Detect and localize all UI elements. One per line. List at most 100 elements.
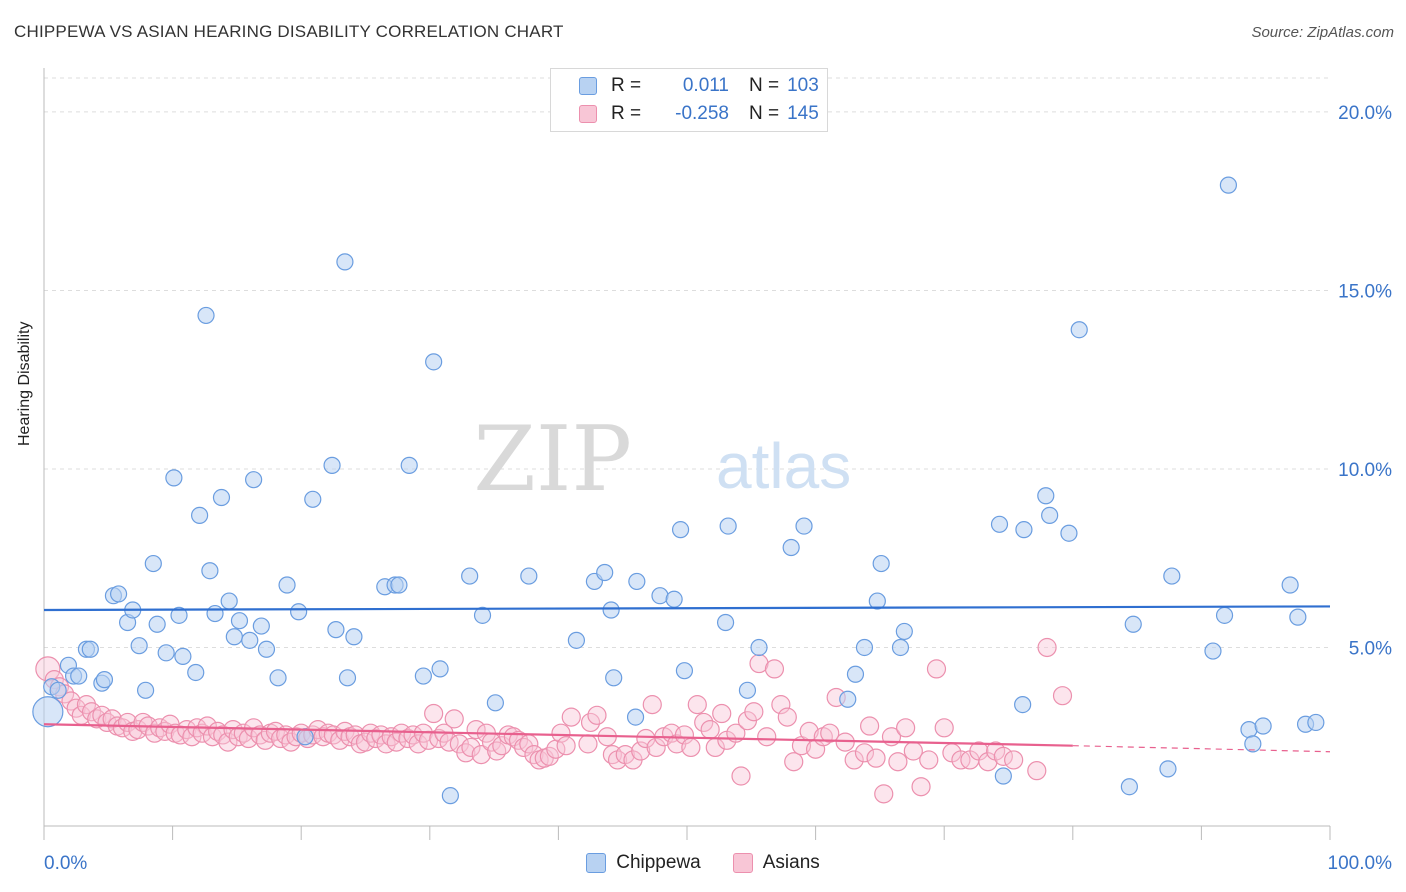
asians-point (631, 741, 651, 761)
y-tick-label: 10.0% (1338, 460, 1392, 481)
chippewa-point (130, 637, 148, 655)
chippewa-point (201, 562, 219, 580)
chippewa-point (596, 563, 614, 582)
chippewa-point (628, 572, 646, 591)
asians-point (424, 703, 444, 724)
chippewa-point (1163, 567, 1181, 585)
chippewa-point (990, 515, 1009, 533)
chippewa-point (665, 590, 683, 608)
chippewa-point (157, 644, 175, 662)
asians-point (97, 712, 117, 733)
asians-point (757, 727, 777, 747)
chippewa-point (1060, 524, 1078, 542)
chippewa-point (994, 767, 1012, 785)
chippewa-point (327, 621, 345, 639)
legend-r-label: R = (611, 103, 642, 124)
chippewa-point (675, 662, 694, 680)
asians-point (456, 743, 476, 763)
chippewa-point (70, 667, 88, 685)
legend-r-value: 0.011 (682, 75, 729, 96)
asians-point (866, 748, 886, 768)
chippewa-point (1124, 615, 1142, 633)
asians-point (197, 716, 217, 736)
series-legend: Chippewa Asians (0, 852, 1406, 874)
chippewa-point (486, 694, 504, 712)
asians-legend-label: Asians (762, 852, 820, 873)
chippewa-point (473, 606, 492, 624)
asians-point (777, 707, 797, 727)
chippewa-point (671, 521, 690, 539)
chippewa-point (1215, 606, 1234, 624)
legend-row-asians: R = -0.258 N = 145 (551, 101, 819, 127)
asians-point (687, 695, 707, 715)
asians-point (587, 705, 607, 725)
chippewa-point (602, 601, 620, 619)
asians-point (978, 752, 998, 772)
x-tick-labels: 0.0% 100.0% (44, 853, 1392, 874)
chippewa-point (174, 647, 192, 666)
asians-point (386, 732, 406, 752)
asians-point (580, 712, 601, 733)
chippewa-point (1015, 521, 1033, 539)
source-label: Source: ZipAtlas.com (1251, 24, 1394, 41)
chippewa-point (716, 613, 735, 632)
asians-point (874, 784, 894, 804)
asians-point (993, 746, 1013, 766)
chippewa-point (605, 669, 623, 687)
chippewa-point (895, 622, 913, 641)
chippewa-point (252, 617, 270, 635)
asians-point (398, 728, 418, 749)
chippewa-point (225, 628, 243, 646)
chippewa-point (1159, 760, 1177, 778)
chippewa-point (1254, 717, 1272, 735)
asians-trend-line (43, 723, 1073, 747)
chippewa-point (839, 690, 857, 708)
asians-point (712, 703, 732, 724)
chippewa-point (212, 488, 231, 507)
asians-point (461, 737, 481, 758)
chippewa-point (1307, 713, 1325, 732)
chippewa-point (567, 631, 586, 649)
asians-point (784, 752, 804, 772)
legend-item-asians: Asians (732, 852, 820, 874)
stats-legend: R = 0.011 N = 103 R = -0.258 N = 145 (550, 68, 828, 132)
asians-point (87, 709, 107, 729)
legend-n-label: N = (749, 103, 780, 124)
asians-point (551, 723, 571, 743)
y-tick-labels: 5.0% 10.0% 15.0% 20.0% (1338, 103, 1392, 660)
chippewa-legend-label: Chippewa (616, 852, 701, 873)
chippewa-point (1041, 506, 1059, 524)
chippewa-point (626, 708, 645, 726)
legend-n-label: N = (749, 75, 780, 96)
chippewa-point (390, 576, 408, 594)
chippewa-legend-swatch (586, 853, 607, 873)
asians-point (556, 736, 576, 756)
chippewa-point (165, 469, 183, 487)
chippewa-point (278, 576, 296, 594)
chippewa-point (795, 517, 813, 535)
asians-point (1004, 750, 1024, 770)
chippewa-point (95, 671, 114, 689)
chippewa-point (1120, 778, 1138, 796)
chippewa-point (1037, 487, 1055, 505)
legend-n-value: 103 (787, 75, 819, 96)
chippewa-point (109, 585, 128, 603)
x-tick-label: 0.0% (44, 853, 87, 874)
chippewa-point (197, 306, 215, 325)
asians-point (911, 777, 931, 797)
chippewa-trend-line (43, 605, 1331, 612)
chippewa-point (245, 471, 263, 489)
asians-point (820, 723, 840, 743)
asians-point (112, 718, 133, 738)
chippewa-point (148, 615, 166, 633)
asians-swatch (579, 105, 597, 123)
chippewa-points (32, 176, 1325, 805)
y-tick-label: 20.0% (1338, 103, 1392, 124)
asians-point (1052, 686, 1073, 706)
asians-point (744, 702, 764, 722)
x-tick-label: 100.0% (1328, 853, 1393, 874)
asians-point (514, 737, 534, 758)
legend-n-value: 145 (787, 103, 819, 124)
chippewa-point (1244, 735, 1262, 753)
